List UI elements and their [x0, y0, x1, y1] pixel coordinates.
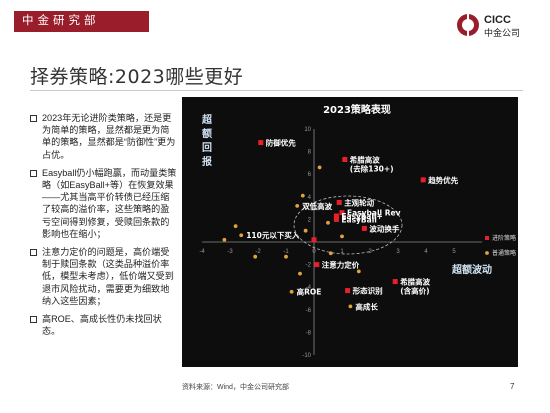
- x-tick-label: -4: [199, 249, 205, 255]
- department-tab: 中金研究部: [14, 11, 149, 32]
- point-label: 110元以下买入: [246, 231, 300, 240]
- x-tick-label: 3: [396, 249, 400, 255]
- bullet-square-icon: [30, 169, 37, 177]
- point-label: Easyball Rev: [347, 209, 401, 218]
- ordinary-strategy-point: [253, 254, 258, 259]
- bullet-item: 高ROE、高成长性仍未找回状态。: [30, 313, 178, 337]
- advanced-strategy-point: [333, 216, 339, 222]
- chart-background: [182, 97, 518, 367]
- x-tick-label: 5: [452, 249, 456, 255]
- ordinary-strategy-point: [356, 269, 361, 274]
- logo-text-en: CICC: [484, 14, 511, 26]
- x-tick-label: -3: [227, 249, 233, 255]
- ordinary-strategy-point: [298, 271, 302, 276]
- ordinary-strategy-point: [289, 289, 294, 294]
- point-label: 防御优先: [266, 138, 296, 148]
- point-label: 高成长: [355, 301, 378, 311]
- x-tick-label: 0: [312, 249, 316, 255]
- legend-marker-ordinary: [485, 251, 489, 255]
- bullet-item: 2023年无论进阶类策略，还是更为简单的策略，显然都是更为简单的策略，显然都是“…: [30, 112, 178, 161]
- point-label: 双低高波: [302, 201, 332, 211]
- ordinary-strategy-point: [222, 237, 227, 242]
- x-tick-label: 2: [368, 249, 372, 255]
- legend-label: 进阶策略: [492, 234, 516, 242]
- chart-title: 2023策略表现: [323, 103, 391, 116]
- point-label: 希腊高波(含高价): [400, 277, 430, 296]
- y-axis-title: 超额回报: [201, 113, 213, 168]
- header-bar: 中金研究部 CICC 中金公司: [0, 0, 550, 44]
- point-label: 形态识别: [353, 286, 383, 296]
- ordinary-strategy-point: [348, 304, 353, 309]
- ordinary-strategy-point: [326, 220, 330, 225]
- y-tick-label: 2: [308, 217, 312, 223]
- y-tick-label: 10: [304, 127, 311, 133]
- point-label: Easyball+: [341, 212, 382, 221]
- bullet-item: Easyball仍小幅跑赢，而动量类策略（如EasyBall+等）在恢复效果——…: [30, 167, 178, 240]
- ordinary-strategy-point: [284, 254, 288, 259]
- ordinary-strategy-point: [239, 233, 244, 238]
- title-divider: [30, 90, 523, 91]
- y-tick-label: -2: [306, 263, 312, 269]
- source-note: 资料来源：Wind，中金公司研究部: [182, 384, 289, 391]
- advanced-strategy-point: [333, 213, 339, 219]
- advanced-strategy-point: [345, 288, 351, 294]
- bullet-square-icon: [30, 249, 37, 257]
- bullet-item: 注意力定价的问题是，高价端受制于赎回条款（这类品种溢价率低，模型未考虑），低价端…: [30, 246, 178, 307]
- x-axis-title: 超额波动: [451, 263, 492, 276]
- ordinary-strategy-point: [233, 224, 238, 229]
- y-tick-label: -4: [306, 285, 312, 291]
- ordinary-strategy-point: [340, 234, 344, 239]
- strategy-scatter-chart: 2023策略表现 -4 -3 -2 -1 0 1 2 3 4 5-10-8-6-4-2246810…: [182, 97, 518, 367]
- page-title: 择券策略:2023哪些更好: [30, 66, 244, 88]
- advanced-strategy-point: [258, 140, 264, 146]
- advanced-strategy-point: [392, 279, 398, 285]
- advanced-strategy-point: [361, 225, 367, 231]
- point-label: 趋势优先: [427, 175, 458, 185]
- legend-label: 普通策略: [492, 249, 516, 257]
- page-number: 7: [510, 382, 515, 391]
- advanced-strategy-point: [339, 210, 345, 216]
- point-label: 希腊高波(去除130+): [350, 155, 394, 174]
- point-label: 主观轮动: [344, 197, 374, 207]
- logo-text-cn: 中金公司: [484, 27, 520, 39]
- point-label: EasyBall: [341, 215, 376, 224]
- ordinary-strategy-point: [317, 165, 322, 170]
- ordinary-strategy-point: [295, 203, 300, 208]
- highlight-ellipse: [293, 195, 403, 255]
- ordinary-strategy-point: [303, 228, 308, 233]
- y-tick-label: -8: [306, 330, 312, 336]
- legend-marker-advanced: [485, 236, 489, 240]
- advanced-strategy-point: [342, 157, 348, 163]
- advanced-strategy-point: [336, 199, 342, 205]
- advanced-strategy-point: [420, 177, 426, 183]
- bullet-square-icon: [30, 115, 37, 122]
- y-tick-label: 8: [308, 150, 312, 156]
- x-tick-label: 1: [340, 249, 344, 255]
- ordinary-strategy-point: [300, 193, 305, 198]
- advanced-strategy-point: [314, 262, 320, 268]
- y-tick-label: 6: [308, 172, 312, 178]
- y-tick-label: -10: [302, 353, 311, 359]
- y-tick-label: -6: [306, 308, 312, 314]
- x-tick-label: -2: [255, 249, 261, 255]
- bullet-list: 2023年无论进阶类策略，还是更为简单的策略，显然都是更为简单的策略，显然都是“…: [30, 112, 178, 343]
- advanced-strategy-point: [311, 237, 317, 243]
- x-tick-label: -1: [283, 249, 289, 255]
- point-label: 波动换手: [369, 223, 399, 233]
- bullet-square-icon: [30, 316, 37, 324]
- point-label: 高ROE: [297, 287, 322, 297]
- x-tick-label: 4: [424, 249, 428, 255]
- point-label: 注意力定价: [322, 260, 360, 270]
- y-tick-label: 4: [308, 195, 312, 201]
- ordinary-strategy-point: [328, 251, 333, 256]
- cicc-logo: CICC 中金公司: [457, 14, 520, 39]
